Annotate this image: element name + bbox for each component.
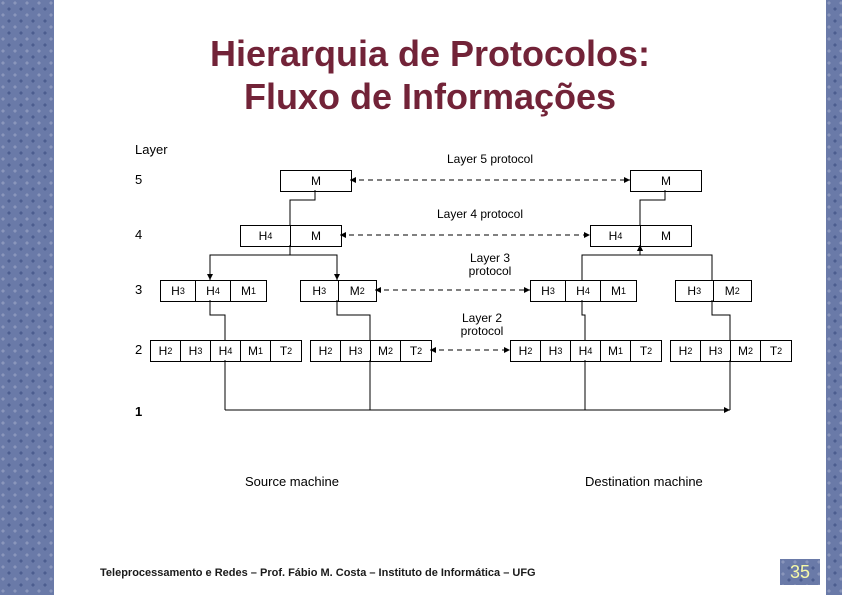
pdu-box-L2b: H2H3M2T2 xyxy=(310,340,432,362)
pdu-cell: M1 xyxy=(601,341,631,361)
pdu-box-L2c: H2H3H4M1T2 xyxy=(510,340,662,362)
pdu-cell: H3 xyxy=(676,281,714,301)
pdu-cell: H2 xyxy=(151,341,181,361)
pdu-cell: H3 xyxy=(181,341,211,361)
pdu-cell: H4 xyxy=(566,281,601,301)
pdu-cell: M2 xyxy=(339,281,377,301)
pdu-cell: M1 xyxy=(601,281,636,301)
right-border-strip xyxy=(826,0,842,595)
pdu-box-L3d: H3M2 xyxy=(675,280,752,302)
row-label-4: 4 xyxy=(135,227,142,242)
pdu-box-L4a: H4M xyxy=(240,225,342,247)
pdu-cell: M2 xyxy=(371,341,401,361)
row-label-2: 2 xyxy=(135,342,142,357)
pdu-cell: H3 xyxy=(161,281,196,301)
pdu-box-L2d: H2H3M2T2 xyxy=(670,340,792,362)
pdu-cell: H3 xyxy=(701,341,731,361)
layer-header: Layer xyxy=(135,142,168,157)
title-line-1: Hierarquia de Protocolos: xyxy=(110,32,750,75)
pdu-cell: H4 xyxy=(211,341,241,361)
pdu-cell: M xyxy=(281,171,351,191)
pdu-cell: M xyxy=(631,171,701,191)
pdu-box-L4b: H4M xyxy=(590,225,692,247)
title-line-2: Fluxo de Informações xyxy=(110,75,750,118)
pdu-cell: M1 xyxy=(241,341,271,361)
pdu-cell: H3 xyxy=(341,341,371,361)
protocol-diagram: Layer 5 4 3 2 1 Layer 5 protocol Layer 4… xyxy=(110,140,810,510)
pdu-box-L3a: H3H4M1 xyxy=(160,280,267,302)
dest-machine-label: Destination machine xyxy=(585,474,703,489)
pdu-cell: T2 xyxy=(631,341,661,361)
left-border-strip xyxy=(0,0,54,595)
pdu-cell: H2 xyxy=(511,341,541,361)
pdu-cell: M2 xyxy=(731,341,761,361)
proto-label-4: Layer 4 protocol xyxy=(410,207,550,221)
row-label-5: 5 xyxy=(135,172,142,187)
proto-label-5: Layer 5 protocol xyxy=(420,152,560,166)
pdu-box-L3b: H3M2 xyxy=(300,280,377,302)
pdu-cell: T2 xyxy=(271,341,301,361)
proto-label-2: Layer 2 protocol xyxy=(412,312,552,338)
pdu-cell: H4 xyxy=(196,281,231,301)
pdu-cell: H2 xyxy=(311,341,341,361)
pdu-cell: H3 xyxy=(301,281,339,301)
pdu-cell: M xyxy=(291,226,341,246)
pdu-box-L5b: M xyxy=(630,170,702,192)
page-number-box: 35 xyxy=(780,559,820,585)
pdu-cell: T2 xyxy=(401,341,431,361)
pdu-cell: M xyxy=(641,226,691,246)
pdu-cell: H4 xyxy=(241,226,291,246)
pdu-cell: H2 xyxy=(671,341,701,361)
pdu-cell: M1 xyxy=(231,281,266,301)
pdu-cell: T2 xyxy=(761,341,791,361)
pdu-box-L3c: H3H4M1 xyxy=(530,280,637,302)
row-label-1: 1 xyxy=(135,404,142,419)
proto-label-3: Layer 3 protocol xyxy=(420,252,560,278)
pdu-cell: H4 xyxy=(591,226,641,246)
pdu-cell: M2 xyxy=(714,281,752,301)
slide-title: Hierarquia de Protocolos: Fluxo de Infor… xyxy=(110,32,750,118)
pdu-cell: H3 xyxy=(541,341,571,361)
pdu-box-L5a: M xyxy=(280,170,352,192)
page-number: 35 xyxy=(790,562,810,583)
row-label-3: 3 xyxy=(135,282,142,297)
pdu-box-L2a: H2H3H4M1T2 xyxy=(150,340,302,362)
source-machine-label: Source machine xyxy=(245,474,339,489)
pdu-cell: H3 xyxy=(531,281,566,301)
pdu-cell: H4 xyxy=(571,341,601,361)
slide-footer: Teleprocessamento e Redes – Prof. Fábio … xyxy=(100,567,536,579)
